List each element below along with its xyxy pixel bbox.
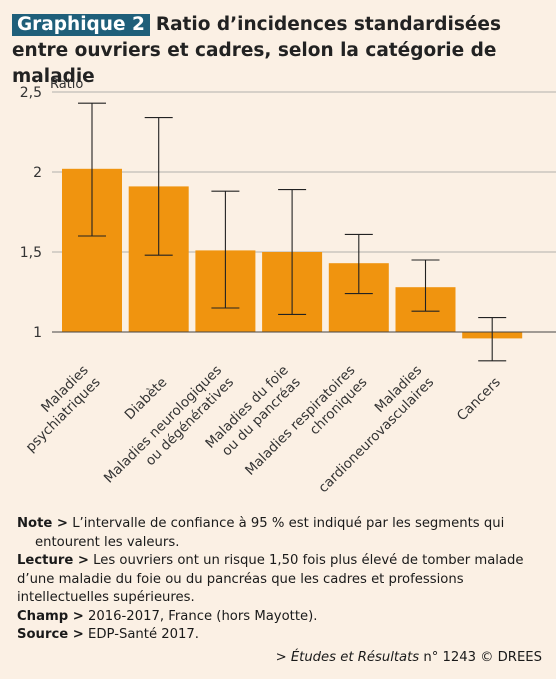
- champ-label: Champ >: [17, 609, 84, 624]
- credit-prefix: >: [276, 650, 291, 665]
- credit-publication: Études et Résultats: [291, 650, 419, 665]
- lecture-label: Lecture >: [17, 553, 89, 568]
- lecture-paragraph: Lecture > Les ouvriers ont un risque 1,5…: [17, 552, 547, 571]
- notes-block: Note > L’intervalle de confiance à 95 % …: [17, 515, 547, 645]
- source-paragraph: Source > EDP-Santé 2017.: [17, 626, 547, 645]
- x-tick-label-line: Cancers: [454, 374, 504, 424]
- y-tick-label: 2: [33, 165, 42, 181]
- note-paragraph: Note > L’intervalle de confiance à 95 % …: [17, 515, 547, 534]
- y-axis-label: Ratio: [50, 77, 83, 92]
- title-line-1: Ratio d’incidences standardisées: [156, 14, 501, 35]
- note-text-1: L’intervalle de confiance à 95 % est ind…: [68, 516, 504, 531]
- y-tick-label: 1,5: [20, 245, 42, 261]
- lecture-text-1: Les ouvriers ont un risque 1,50 fois plu…: [89, 553, 524, 568]
- champ-paragraph: Champ > 2016-2017, France (hors Mayotte)…: [17, 608, 547, 627]
- credit-rest: n° 1243 © DREES: [419, 650, 542, 665]
- source-label: Source >: [17, 627, 84, 642]
- y-tick-label: 2,5: [20, 85, 42, 101]
- x-tick-label: Cancers: [454, 374, 504, 424]
- source-text: EDP-Santé 2017.: [84, 627, 199, 642]
- lecture-text-2: d’une maladie du foie ou du pancréas que…: [17, 571, 547, 590]
- x-tick-label: Maladiespsychiatriques: [11, 362, 104, 455]
- note-label: Note >: [17, 516, 68, 531]
- note-text-2: entourent les valeurs.: [17, 534, 547, 553]
- lecture-text-3: intellectuelles supérieures.: [17, 589, 547, 608]
- publication-credit: > Études et Résultats n° 1243 © DREES: [276, 650, 542, 665]
- champ-text: 2016-2017, France (hors Mayotte).: [84, 609, 318, 624]
- figure-badge: Graphique 2: [12, 14, 150, 36]
- y-tick-label: 1: [33, 325, 42, 341]
